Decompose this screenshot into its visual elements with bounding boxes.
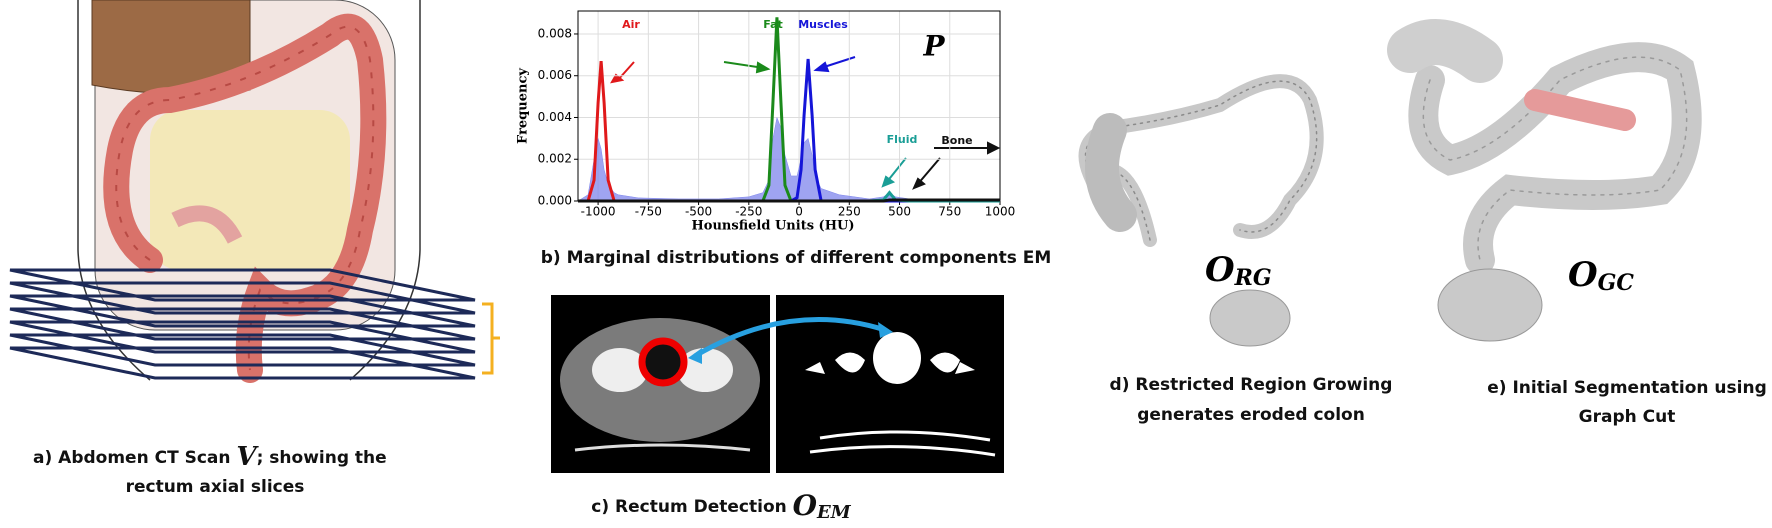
x-tick-label: 250 bbox=[838, 205, 861, 219]
x-tick-label: 0 bbox=[795, 205, 803, 219]
annotation: P bbox=[922, 30, 945, 63]
y-tick-label: 0.006 bbox=[538, 68, 572, 82]
density-line bbox=[578, 198, 1000, 203]
ct-slices bbox=[551, 295, 1004, 473]
colon-renderings bbox=[1078, 19, 1702, 347]
caption-e-line2: Graph Cut bbox=[1579, 407, 1676, 427]
y-tick-label: 0.002 bbox=[538, 152, 572, 166]
caption-text: ; showing the bbox=[257, 448, 387, 468]
caption-text: a) Abdomen CT Scan bbox=[33, 448, 236, 468]
math-symbol: V bbox=[236, 442, 259, 472]
series-label: Fat bbox=[763, 18, 783, 31]
series-label: Air bbox=[622, 18, 640, 31]
series-label: Muscles bbox=[798, 18, 848, 31]
chart-arrows bbox=[610, 56, 1001, 190]
math-symbol: O bbox=[1205, 250, 1235, 290]
histogram-chart: -1000 -750 -500 -250 0 250 500 750 1000 0.000 0.00… bbox=[538, 10, 1016, 219]
y-tick-label: 0.000 bbox=[538, 194, 572, 208]
caption-text: c) Rectum Detection bbox=[591, 497, 792, 517]
x-tick-label: -500 bbox=[685, 205, 712, 219]
series-label: Bone bbox=[941, 134, 972, 147]
series-label: Fluid bbox=[887, 133, 918, 146]
x-tick-label: -1000 bbox=[581, 205, 616, 219]
y-axis-label: Frequency bbox=[516, 68, 531, 144]
x-axis-label: Hounsfield Units (HU) bbox=[692, 219, 855, 234]
math-subscript: EM bbox=[816, 502, 852, 523]
x-tick-label: 1000 bbox=[985, 205, 1016, 219]
caption-e: e) Initial Segmentation using bbox=[1487, 378, 1767, 398]
x-tick-label: 500 bbox=[888, 205, 911, 219]
abdomen-illustration bbox=[9, 0, 500, 383]
math-subscript: RG bbox=[1234, 265, 1272, 291]
caption-c: c) Rectum Detection OEM bbox=[591, 489, 851, 524]
math-subscript: GC bbox=[1598, 270, 1635, 296]
y-tick-label: 0.008 bbox=[538, 26, 572, 40]
math-symbol: O bbox=[1568, 255, 1598, 295]
caption-a: a) Abdomen CT Scan V; showing the bbox=[33, 442, 387, 472]
caption-d: d) Restricted Region Growing bbox=[1110, 375, 1393, 395]
x-tick-label: -750 bbox=[635, 205, 662, 219]
x-tick-label: 750 bbox=[938, 205, 961, 219]
math-symbol: O bbox=[793, 489, 818, 522]
label-d: ORG bbox=[1205, 250, 1272, 291]
label-e: OGC bbox=[1568, 255, 1634, 296]
caption-b: b) Marginal distributions of different c… bbox=[541, 248, 1052, 268]
x-tick-label: -250 bbox=[735, 205, 762, 219]
y-tick-label: 0.004 bbox=[538, 110, 572, 124]
caption-a-line2: rectum axial slices bbox=[126, 477, 305, 497]
caption-d-line2: generates eroded colon bbox=[1137, 405, 1365, 425]
